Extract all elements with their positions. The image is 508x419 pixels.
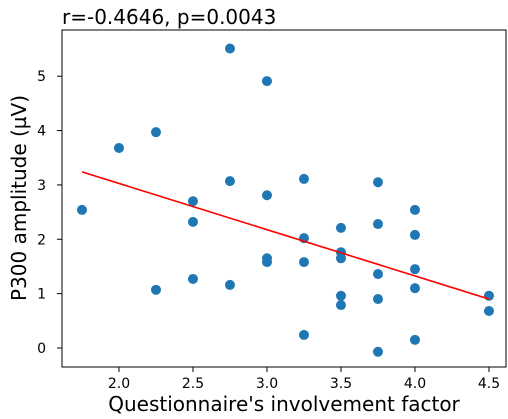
x-tick-label: 2.5 [182,376,204,392]
point [76,204,87,215]
point [298,173,309,184]
y-axis-label: P300 amplitude (µV) [7,95,31,301]
plot-frame [61,29,507,368]
point [113,142,124,153]
point [372,177,383,188]
point [372,294,383,305]
point [187,196,198,207]
point [409,334,420,345]
point [335,222,346,233]
y-tick-label: 2 [37,232,46,248]
point [298,329,309,340]
x-tick-label: 4.0 [404,376,426,392]
point [187,273,198,284]
point [372,219,383,230]
point [261,190,272,201]
point [261,257,272,268]
point [335,253,346,264]
point [409,229,420,240]
point [483,290,494,301]
chart-title: r=-0.4646, p=0.0043 [62,5,276,29]
point [298,257,309,268]
point [261,76,272,87]
point [150,284,161,295]
x-tick-label: 3.5 [330,376,352,392]
point [187,216,198,227]
regression-line [81,171,490,300]
point [224,43,235,54]
x-axis-label: Questionnaire's involvement factor [108,392,460,416]
point [409,264,420,275]
x-tick-label: 2.0 [108,376,130,392]
point [409,204,420,215]
point [224,279,235,290]
point [483,306,494,317]
point [335,290,346,301]
point [409,283,420,294]
y-tick-label: 0 [37,341,46,357]
x-tick-label: 4.5 [478,376,500,392]
y-tick-label: 5 [37,69,46,85]
x-tick-label: 3.0 [256,376,278,392]
y-tick-label: 4 [37,124,46,140]
point [224,176,235,187]
point [372,269,383,280]
y-tick-label: 1 [37,287,46,303]
point [372,346,383,357]
point [335,300,346,311]
y-tick-label: 3 [37,178,46,194]
point [150,127,161,138]
